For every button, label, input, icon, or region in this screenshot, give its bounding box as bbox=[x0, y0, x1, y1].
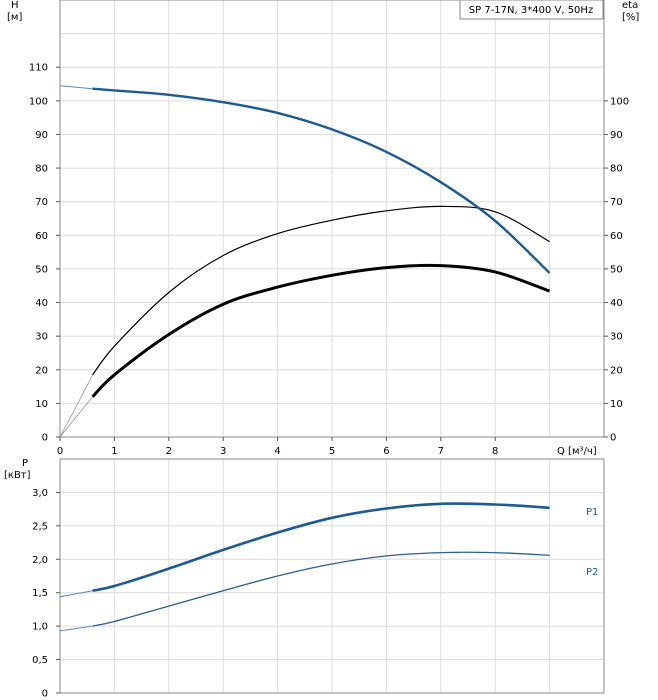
x-tick-label: 6 bbox=[383, 446, 389, 457]
chart-title: SP 7-17N, 3*400 V, 50Hz bbox=[469, 5, 593, 16]
y-left-tick-label: 40 bbox=[35, 298, 48, 309]
x-tick-label: 5 bbox=[329, 446, 335, 457]
y-left-tick-label: 0 bbox=[42, 433, 48, 444]
x-tick-label: 2 bbox=[166, 446, 172, 457]
p-tick-label: 0,5 bbox=[32, 655, 48, 666]
x-tick-label: 0 bbox=[57, 446, 63, 457]
series-p2 bbox=[92, 551, 550, 627]
y-left-tick-label: 60 bbox=[35, 231, 48, 242]
y-left-tick-label: 20 bbox=[35, 365, 48, 376]
bottom-plot-frame bbox=[59, 458, 605, 694]
bottom-chart-grid bbox=[60, 459, 605, 693]
y-left-tick-label: 100 bbox=[29, 96, 48, 107]
y-left-tick-label: 10 bbox=[35, 399, 48, 410]
x-tick-label: 4 bbox=[274, 446, 280, 457]
p-tick-label: 3,0 bbox=[32, 488, 48, 499]
p1-curve-start bbox=[59, 590, 93, 598]
series-eta-bold bbox=[91, 263, 551, 398]
bottom-chart-ticks: 0 0,5 1,0 1,5 2,0 2,5 3,0 bbox=[32, 488, 60, 700]
series-eta-thin bbox=[92, 205, 550, 376]
y-left-label-line2: [м] bbox=[7, 12, 22, 23]
eta-curve-thin-start bbox=[59, 374, 93, 438]
p-tick-label: 0 bbox=[42, 689, 48, 700]
legend-p2: P2 bbox=[586, 567, 598, 578]
y-left-tick-label: 90 bbox=[35, 130, 48, 141]
top-chart-ticks: 0102030405060708090100110010203040506070… bbox=[29, 63, 629, 457]
y-right-tick-label: 70 bbox=[610, 197, 623, 208]
p2-curve-start bbox=[59, 625, 93, 632]
x-tick-label: 3 bbox=[220, 446, 226, 457]
y-right-label-line1: eta bbox=[622, 0, 638, 11]
y-right-tick-label: 40 bbox=[610, 298, 623, 309]
chart-title-box bbox=[459, 0, 604, 20]
y-left-tick-label: 50 bbox=[35, 264, 48, 275]
y-left-tick-label: 70 bbox=[35, 197, 48, 208]
top-chart-grid bbox=[60, 0, 605, 437]
y-right-tick-label: 80 bbox=[610, 164, 623, 175]
y-right-tick-label: 10 bbox=[610, 399, 623, 410]
y-right-label-line2: [%] bbox=[622, 12, 639, 23]
p-axis-label-line2: [кВт] bbox=[4, 470, 31, 481]
p-axis-label-line1: P bbox=[22, 458, 28, 469]
y-left-tick-label: 30 bbox=[35, 332, 48, 343]
series-p1 bbox=[92, 502, 550, 592]
y-right-tick-label: 30 bbox=[610, 332, 623, 343]
y-left-label-line1: H bbox=[11, 0, 19, 11]
legend-p1: P1 bbox=[586, 507, 598, 518]
p-tick-label: 1,5 bbox=[32, 588, 48, 599]
y-right-tick-label: 20 bbox=[610, 365, 623, 376]
y-right-tick-label: 0 bbox=[610, 433, 616, 444]
p-tick-label: 2,0 bbox=[32, 555, 48, 566]
y-right-tick-label: 90 bbox=[610, 130, 623, 141]
y-left-tick-label: 110 bbox=[29, 63, 48, 74]
eta-curve-bold-start bbox=[59, 396, 93, 438]
x-tick-label: 1 bbox=[111, 446, 117, 457]
y-left-tick-label: 80 bbox=[35, 164, 48, 175]
head-curve-start bbox=[59, 85, 93, 90]
x-axis-label: Q [м³/ч] bbox=[557, 446, 597, 457]
series-head bbox=[92, 87, 551, 274]
x-tick-label: 8 bbox=[492, 446, 498, 457]
p-tick-label: 1,0 bbox=[32, 622, 48, 633]
y-right-tick-label: 100 bbox=[610, 96, 629, 107]
y-right-tick-label: 60 bbox=[610, 231, 623, 242]
x-tick-label: 7 bbox=[438, 446, 444, 457]
y-right-tick-label: 50 bbox=[610, 264, 623, 275]
p-tick-label: 2,5 bbox=[32, 521, 48, 532]
